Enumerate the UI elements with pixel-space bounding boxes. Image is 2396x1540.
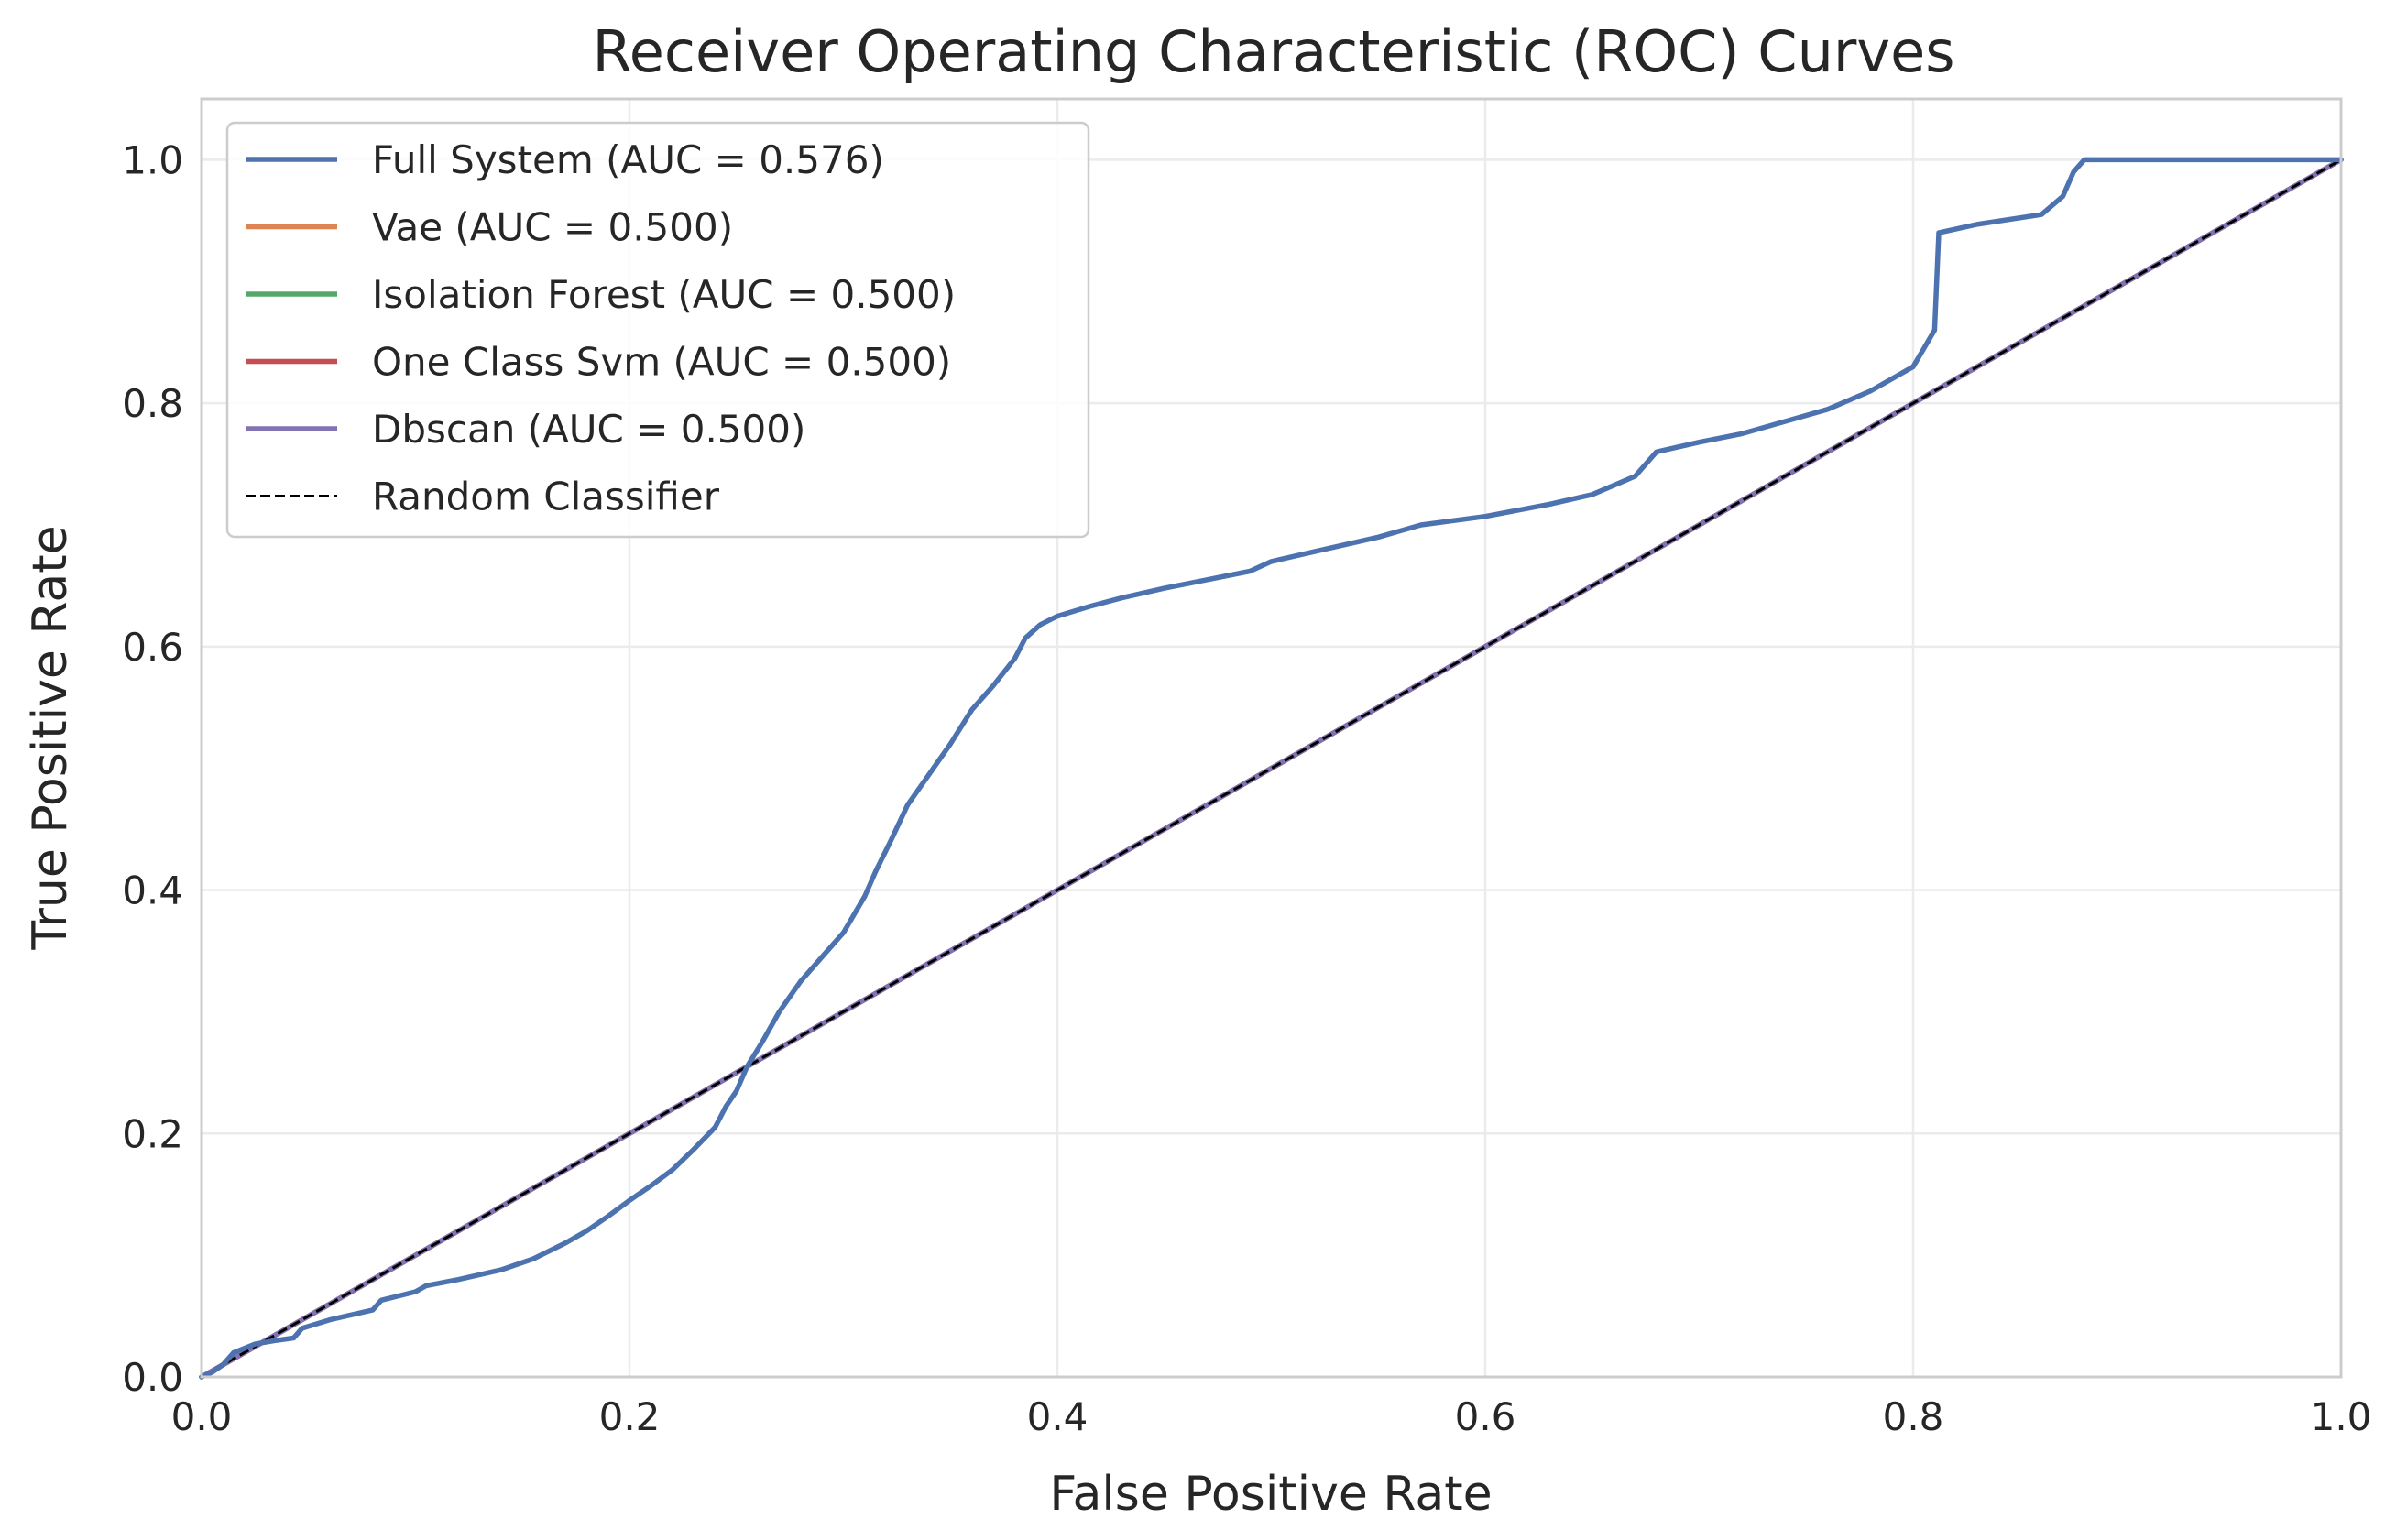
legend-label-3: One Class Svm (AUC = 0.500): [372, 340, 951, 385]
y-tick-labels: 0.0 0.2 0.4 0.6 0.8 1.0: [122, 137, 183, 1400]
y-tick-label: 0.0: [122, 1355, 183, 1400]
y-tick-label: 0.8: [122, 381, 183, 426]
x-tick-label: 1.0: [2311, 1394, 2372, 1439]
legend: Full System (AUC = 0.576) Vae (AUC = 0.50…: [225, 121, 1090, 539]
series-lines: [199, 157, 2344, 1380]
series-line-0: [199, 157, 2344, 1380]
x-tick-label: 0.0: [171, 1394, 233, 1439]
x-tick-label: 0.6: [1455, 1394, 1516, 1439]
chart-title: Receiver Operating Characteristic (ROC) …: [592, 18, 1954, 85]
x-tick-labels: 0.0 0.2 0.4 0.6 0.8 1.0: [171, 1394, 2372, 1439]
legend-label-1: Vae (AUC = 0.500): [372, 205, 733, 250]
y-tick-label: 0.6: [122, 625, 183, 670]
x-tick-label: 0.8: [1883, 1394, 1944, 1439]
plot-frame: [200, 97, 2343, 1379]
x-axis-label: False Positive Rate: [1049, 1467, 1492, 1522]
x-tick-label: 0.4: [1027, 1394, 1089, 1439]
y-axis-label: True Positive Rate: [23, 525, 78, 950]
y-tick-label: 0.2: [122, 1111, 183, 1156]
legend-label-4: Dbscan (AUC = 0.500): [372, 407, 805, 452]
y-tick-label: 1.0: [122, 137, 183, 182]
series-line-4: [199, 157, 2344, 1380]
y-tick-label: 0.4: [122, 868, 183, 913]
x-tick-label: 0.2: [599, 1394, 661, 1439]
legend-label-5: Random Classifier: [372, 475, 720, 519]
legend-label-2: Isolation Forest (AUC = 0.500): [372, 272, 956, 317]
legend-label-0: Full System (AUC = 0.576): [372, 137, 884, 182]
legend-box: [225, 121, 1090, 539]
